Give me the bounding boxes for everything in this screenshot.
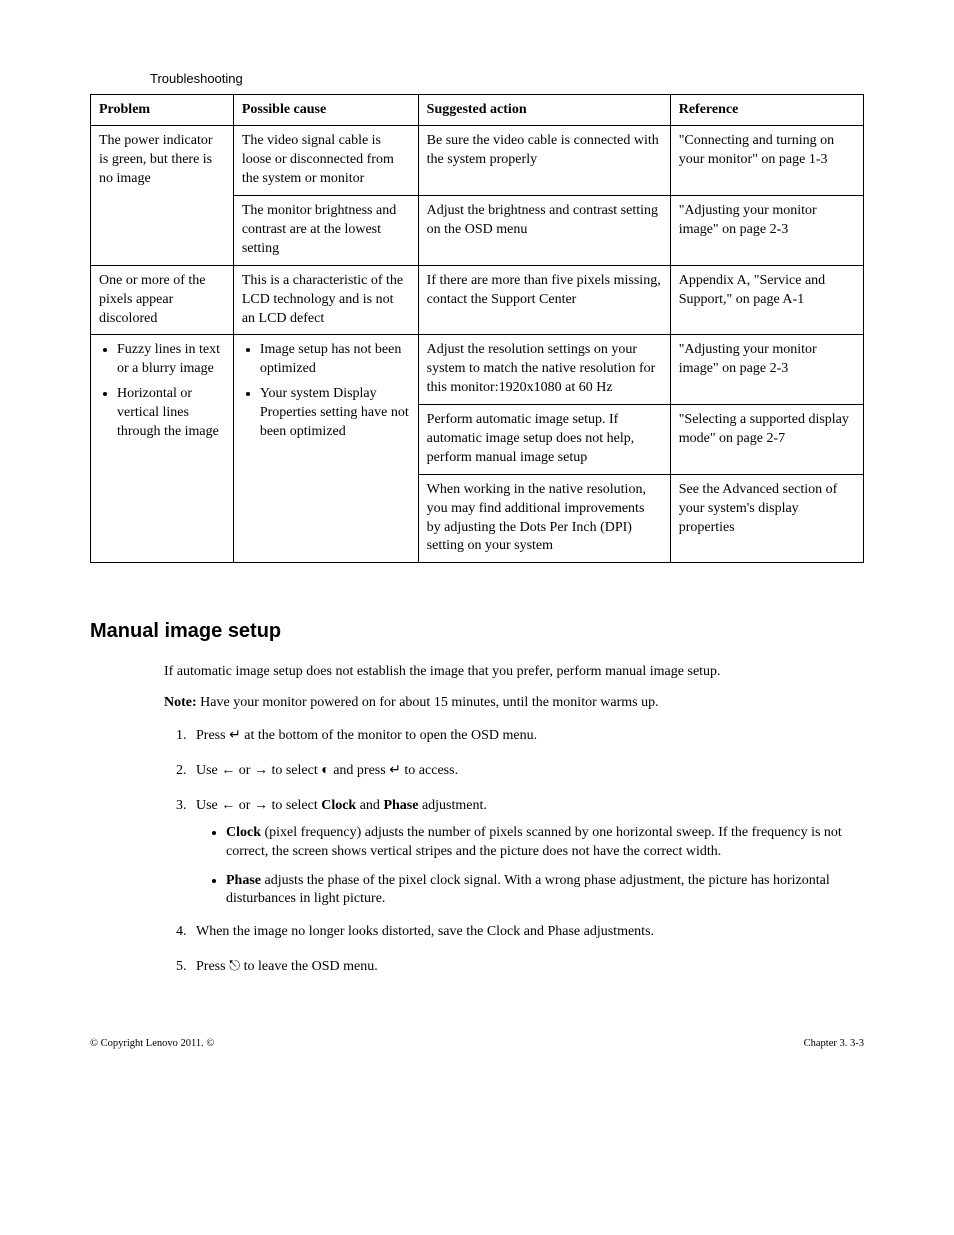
cell-action: Adjust the brightness and contrast setti… [418, 196, 670, 266]
sub-text: adjusts the phase of the pixel clock sig… [226, 873, 830, 907]
left-arrow-icon: ← [221, 761, 235, 777]
cell-action: Perform automatic image setup. If automa… [418, 405, 670, 475]
left-arrow-icon: ← [221, 796, 235, 812]
cell-reference: "Selecting a supported display mode" on … [670, 405, 863, 475]
cell-action: Be sure the video cable is connected wit… [418, 126, 670, 196]
cell-action: Adjust the resolution settings on your s… [418, 335, 670, 405]
step-item: Press ⎋ to leave the OSD menu. [190, 956, 864, 977]
header-action: Suggested action [418, 94, 670, 126]
sub-item: Clock (pixel frequency) adjusts the numb… [226, 824, 864, 862]
footer-page: Chapter 3. 3-3 [804, 1037, 864, 1051]
adjust-icon: ◐ [321, 761, 329, 777]
note-label: Note: [164, 695, 197, 710]
note-paragraph: Note: Have your monitor powered on for a… [164, 694, 864, 713]
right-arrow-icon: → [254, 796, 268, 812]
step-text: adjustment. [418, 798, 486, 813]
sub-list: Clock (pixel frequency) adjusts the numb… [196, 824, 864, 910]
step-item: When the image no longer looks distorted… [190, 923, 864, 942]
list-item: Fuzzy lines in text or a blurry image [117, 341, 225, 379]
table-row: Fuzzy lines in text or a blurry image Ho… [91, 335, 864, 405]
header-problem: Problem [91, 94, 234, 126]
step-text: Press [196, 728, 229, 743]
table-title: Troubleshooting [150, 70, 864, 88]
exit-icon: ⎋ [229, 957, 240, 973]
step-text: at the bottom of the monitor to open the… [241, 728, 537, 743]
step-text: and [356, 798, 383, 813]
step-text: or [235, 798, 254, 813]
cell-reference: See the Advanced section of your system'… [670, 474, 863, 563]
note-text: Have your monitor powered on for about 1… [197, 695, 659, 710]
step-text: Press [196, 959, 229, 974]
cell-problem: The power indicator is green, but there … [91, 126, 234, 265]
troubleshooting-table: Problem Possible cause Suggested action … [90, 94, 864, 564]
enter-icon: ↵ [229, 726, 241, 742]
page-footer: © Copyright Lenovo 2011. © Chapter 3. 3-… [90, 1037, 864, 1051]
step-text: and press [330, 763, 390, 778]
list-item: Image setup has not been optimized [260, 341, 410, 379]
sub-text: (pixel frequency) adjusts the number of … [226, 825, 842, 859]
cell-action: If there are more than five pixels missi… [418, 265, 670, 335]
step-text: to access. [401, 763, 458, 778]
cell-reference: "Connecting and turning on your monitor"… [670, 126, 863, 196]
list-item: Horizontal or vertical lines through the… [117, 385, 225, 442]
steps-list: Press ↵ at the bottom of the monitor to … [164, 725, 864, 977]
cell-cause: This is a characteristic of the LCD tech… [233, 265, 418, 335]
clock-label: Clock [321, 798, 356, 813]
step-text: to select [268, 798, 321, 813]
cell-action: When working in the native resolution, y… [418, 474, 670, 563]
step-text: Use [196, 798, 221, 813]
cell-cause: The video signal cable is loose or disco… [233, 126, 418, 196]
cell-problem: Fuzzy lines in text or a blurry image Ho… [91, 335, 234, 563]
header-cause: Possible cause [233, 94, 418, 126]
table-row: The power indicator is green, but there … [91, 126, 864, 196]
step-item: Use ← or → to select Clock and Phase adj… [190, 795, 864, 909]
right-arrow-icon: → [254, 761, 268, 777]
header-reference: Reference [670, 94, 863, 126]
cell-reference: "Adjusting your monitor image" on page 2… [670, 335, 863, 405]
phase-label: Phase [226, 873, 261, 888]
cell-reference: Appendix A, "Service and Support," on pa… [670, 265, 863, 335]
table-row: One or more of the pixels appear discolo… [91, 265, 864, 335]
section-heading: Manual image setup [90, 618, 864, 645]
sub-item: Phase adjusts the phase of the pixel clo… [226, 872, 864, 910]
step-text: to select [268, 763, 321, 778]
phase-label: Phase [383, 798, 418, 813]
cell-reference: "Adjusting your monitor image" on page 2… [670, 196, 863, 266]
step-text: to leave the OSD menu. [240, 959, 378, 974]
table-header-row: Problem Possible cause Suggested action … [91, 94, 864, 126]
cell-problem: One or more of the pixels appear discolo… [91, 265, 234, 335]
list-item: Your system Display Properties setting h… [260, 385, 410, 442]
step-item: Press ↵ at the bottom of the monitor to … [190, 725, 864, 746]
cell-cause: Image setup has not been optimized Your … [233, 335, 418, 563]
clock-label: Clock [226, 825, 261, 840]
step-item: Use ← or → to select ◐ and press ↵ to ac… [190, 760, 864, 781]
step-text: Use [196, 763, 221, 778]
enter-icon: ↵ [389, 761, 401, 777]
cell-cause: The monitor brightness and contrast are … [233, 196, 418, 266]
intro-paragraph: If automatic image setup does not establ… [164, 663, 864, 682]
footer-copyright: © Copyright Lenovo 2011. © [90, 1037, 214, 1051]
section-body: If automatic image setup does not establ… [164, 663, 864, 977]
step-text: or [235, 763, 254, 778]
